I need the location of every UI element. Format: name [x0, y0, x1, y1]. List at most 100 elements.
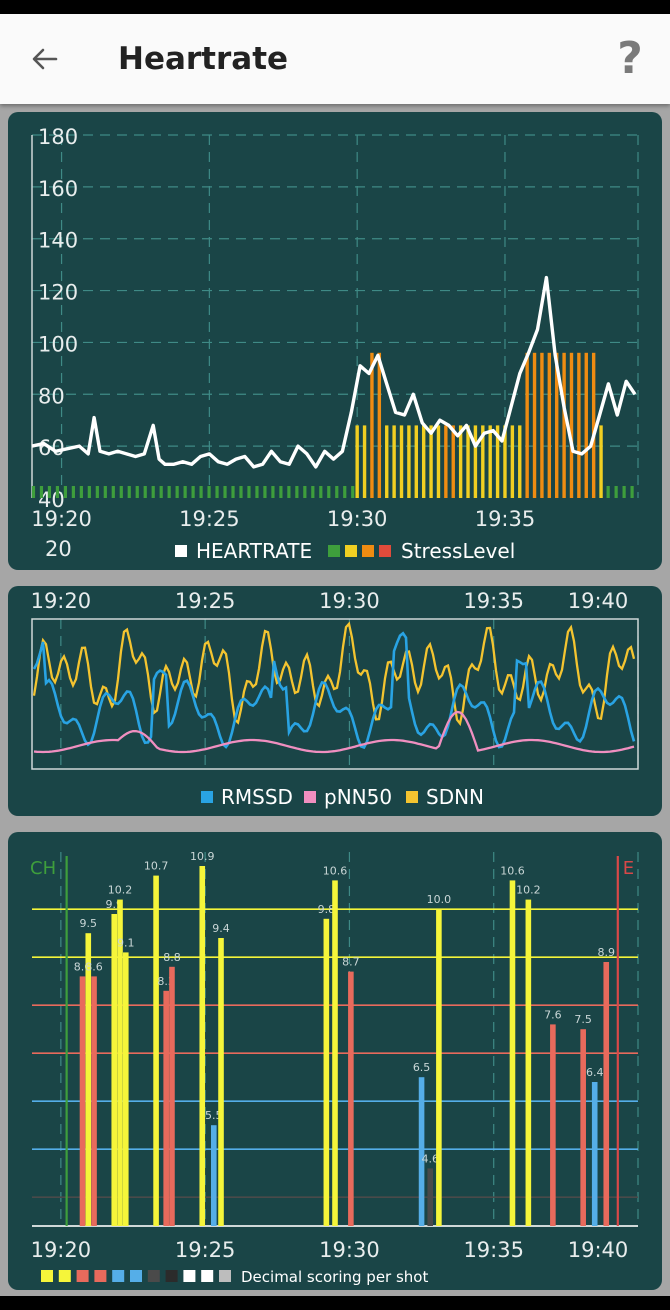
- score-bar: [163, 990, 169, 1226]
- x-tick-label: 19:30: [319, 1238, 380, 1262]
- stress-bar: [207, 486, 211, 498]
- legend-swatch-score: [76, 1270, 89, 1282]
- heartrate-series-line: [31, 275, 637, 469]
- score-label: 7.5: [574, 1013, 592, 1026]
- stress-bar: [414, 425, 418, 498]
- stress-bar: [355, 425, 359, 498]
- stress-bar: [377, 352, 382, 498]
- stress-bar: [303, 486, 307, 498]
- score-bar: [550, 1024, 556, 1226]
- legend-swatch-rmssd: [201, 791, 213, 803]
- y-tick-label: 160: [38, 177, 78, 201]
- legend-swatch-heartrate: [175, 545, 187, 557]
- stress-bar: [481, 425, 485, 498]
- stress-bar: [540, 352, 544, 498]
- help-button[interactable]: ?: [617, 33, 643, 84]
- stress-bar: [239, 486, 243, 498]
- score-label: 10.9: [190, 850, 215, 863]
- stress-bar: [255, 486, 259, 498]
- hrv-chart-card: 19:20 19:25 19:30 19:35 19:40 RMSSD pNN50 SDNN: [8, 586, 662, 816]
- arrow-left-icon: [32, 48, 58, 70]
- plot-frame: [31, 618, 639, 770]
- score-bar: [323, 918, 330, 1226]
- legend-swatch-score: [130, 1270, 142, 1282]
- stress-bar: [311, 486, 315, 498]
- score-bar: [211, 1125, 217, 1226]
- stress-bar: [199, 486, 203, 498]
- score-bar: [332, 880, 338, 1226]
- stress-bar: [473, 425, 478, 498]
- legend-label-pnn50: pNN50: [324, 785, 392, 809]
- legend-swatch-score: [58, 1270, 71, 1282]
- score-bar: [111, 914, 118, 1226]
- stress-bar: [577, 352, 581, 498]
- stress-bar: [630, 486, 634, 498]
- stress-bar: [599, 425, 603, 498]
- stress-bar: [279, 486, 283, 498]
- score-bar: [153, 875, 159, 1226]
- score-label: 9.8: [318, 903, 336, 916]
- stress-bar: [622, 486, 626, 498]
- stress-bar: [55, 486, 60, 498]
- score-label: 8.7: [342, 956, 360, 969]
- stress-bar: [223, 486, 227, 498]
- stress-bar: [444, 425, 448, 498]
- stress-bar: [343, 486, 347, 498]
- legend-swatch-stresslevel: [362, 545, 374, 557]
- stress-bar: [495, 425, 500, 498]
- stress-bar: [569, 352, 574, 498]
- stress-bar: [71, 486, 75, 498]
- stress-bar: [247, 486, 251, 498]
- score-label: 8.9: [598, 946, 616, 959]
- x-tick-label: 19:20: [31, 1238, 92, 1262]
- status-bar: [0, 0, 670, 14]
- stress-bar: [215, 486, 219, 498]
- x-tick-label: 19:30: [327, 507, 388, 531]
- stress-bar: [271, 486, 275, 498]
- stress-bar: [614, 486, 618, 498]
- hrv-chart: 19:20 19:25 19:30 19:35 19:40 RMSSD pNN50 SDNN: [31, 589, 639, 809]
- y-tick-label: 180: [38, 125, 78, 149]
- stress-bar: [399, 425, 404, 498]
- stress-bar: [436, 425, 441, 498]
- stress-bar: [39, 486, 44, 498]
- score-bar: [169, 966, 175, 1226]
- stress-bar: [167, 486, 171, 498]
- stress-bar: [532, 352, 537, 498]
- stress-bar: [135, 486, 139, 498]
- x-tick-label: 19:35: [475, 507, 536, 531]
- legend-label-stresslevel: StressLevel: [401, 539, 515, 563]
- score-bar: [122, 952, 129, 1226]
- score-bar: [199, 866, 206, 1226]
- score-label: 9.4: [212, 922, 230, 935]
- legend-label-sdnn: SDNN: [426, 785, 484, 809]
- stress-bar: [351, 486, 355, 498]
- stress-bar: [87, 486, 91, 498]
- scoring-chart: 8.69.58.69.910.29.110.78.38.810.95.59.49…: [30, 850, 639, 1286]
- stress-bar: [385, 425, 389, 498]
- stress-bar: [518, 425, 522, 498]
- legend-swatch-stresslevel: [345, 545, 357, 557]
- stress-bar: [263, 486, 267, 498]
- score-label: 10.6: [323, 864, 348, 877]
- score-label: 9.1: [117, 936, 135, 949]
- legend-swatch-stresslevel: [379, 545, 391, 557]
- score-label: 4.6: [421, 1152, 439, 1165]
- y-tick-label: 100: [38, 332, 78, 356]
- back-button[interactable]: [22, 36, 68, 82]
- content-area: 180 160 140 120 100 80 60 40 20 19:20 19:25 19:30 19…: [0, 104, 670, 1296]
- score-bar: [580, 1029, 586, 1226]
- scoring-chart-card: 8.6 9.5 8.6 9.9 10.2 9.1 10.7 8.3 8.8 10.9 5.5 9.4 9…: [8, 832, 662, 1290]
- score-bar: [603, 962, 610, 1226]
- stress-bar: [95, 486, 99, 498]
- stress-bar: [606, 486, 610, 498]
- y-tick-label: 140: [38, 229, 78, 253]
- start-marker-label: CH: [30, 858, 56, 879]
- stress-bar: [392, 425, 396, 498]
- legend-swatch-sdnn: [406, 791, 418, 803]
- score-bar: [525, 899, 532, 1226]
- stress-bar: [151, 486, 155, 498]
- stress-bar: [335, 486, 339, 498]
- x-tick-label: 19:30: [319, 589, 380, 613]
- page-title: Heartrate: [118, 41, 289, 77]
